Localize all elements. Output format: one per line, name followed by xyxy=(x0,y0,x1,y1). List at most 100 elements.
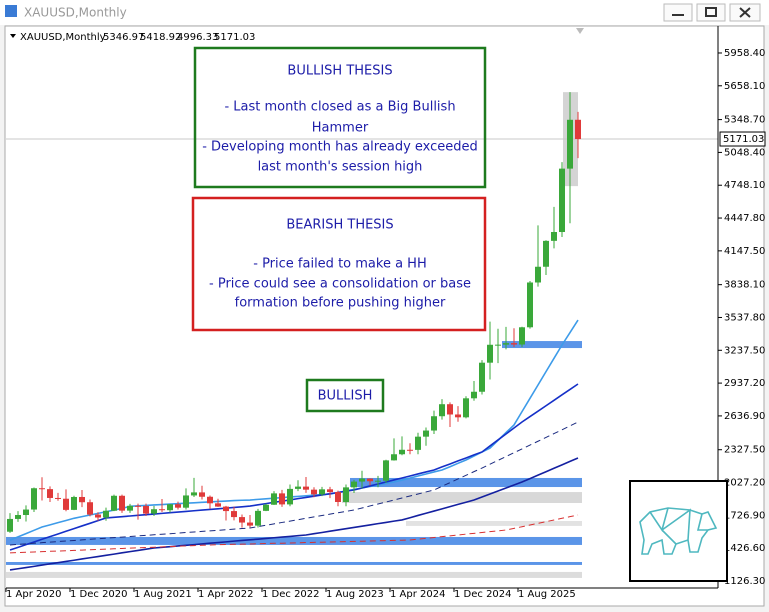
x-tick-label: 1 Dec 2022 xyxy=(262,589,320,600)
candle-body xyxy=(335,492,341,503)
candle-body xyxy=(111,495,117,511)
candle-body xyxy=(423,430,429,437)
maximize-icon xyxy=(705,7,717,17)
annotation-line: - Developing month has already exceeded xyxy=(202,140,478,155)
zone xyxy=(342,492,582,503)
candle-body xyxy=(439,404,445,417)
candle-body xyxy=(151,509,157,514)
candle-body xyxy=(103,510,109,518)
candle-body xyxy=(503,343,509,345)
y-tick-label: 2027.20 xyxy=(724,478,765,489)
candle-body xyxy=(399,449,405,455)
candle-body xyxy=(407,449,413,451)
annotation-title: BULLISH THESIS xyxy=(287,64,392,79)
candle-body xyxy=(487,344,493,363)
candle-body xyxy=(215,503,221,507)
y-tick-label: 4748.10 xyxy=(724,180,765,191)
candle-body xyxy=(95,514,101,518)
candle-body xyxy=(239,517,245,523)
x-tick-label: 1 Dec 2020 xyxy=(70,589,128,600)
candle-body xyxy=(175,504,181,508)
candle-body xyxy=(463,398,469,418)
zone xyxy=(350,477,582,488)
candle-body xyxy=(135,505,141,507)
candle-body xyxy=(351,481,357,488)
candle-body xyxy=(183,495,189,508)
minimize-button[interactable] xyxy=(663,3,693,22)
zone xyxy=(6,561,582,565)
zone xyxy=(406,521,582,526)
y-tick-label: 5658.10 xyxy=(724,81,765,92)
x-tick-label: 1 Dec 2024 xyxy=(454,589,512,600)
candle-body xyxy=(303,486,309,490)
y-tick-label: 1126.30 xyxy=(724,576,765,587)
y-tick-label: 5348.70 xyxy=(724,115,765,126)
x-tick-label: 1 Apr 2024 xyxy=(390,589,445,600)
candle-body xyxy=(383,460,389,481)
candle-body xyxy=(527,282,533,328)
candle-body xyxy=(191,492,197,496)
candle-body xyxy=(79,496,85,503)
bear-logo xyxy=(629,480,728,582)
candle-body xyxy=(63,498,69,510)
candle-body xyxy=(55,497,61,499)
y-tick-label: 3237.50 xyxy=(724,345,765,356)
annotation-line: Hammer xyxy=(312,121,369,136)
candle-body xyxy=(207,496,213,504)
moving-average xyxy=(9,383,579,551)
bullish-thesis-box xyxy=(193,46,487,189)
bearish-thesis-box xyxy=(191,196,487,332)
candle-body xyxy=(543,240,549,267)
candle-body xyxy=(479,362,485,392)
candle-body xyxy=(159,509,165,511)
candle-body xyxy=(279,493,285,505)
candle-body xyxy=(15,515,21,519)
candle-body xyxy=(431,416,437,431)
y-tick-label: 1426.60 xyxy=(724,543,765,554)
candle-body xyxy=(567,119,573,169)
header-low: 4996.33 xyxy=(177,32,218,43)
candle-body xyxy=(287,488,293,505)
price-label-box xyxy=(719,131,766,147)
candle-body xyxy=(247,522,253,526)
y-tick-label: 5958.40 xyxy=(724,48,765,59)
annotation-title: BEARISH THESIS xyxy=(286,218,393,233)
maximize-button[interactable] xyxy=(696,3,726,22)
annotation-label: BULLISH xyxy=(318,389,373,404)
annotation-line: - Price could see a consolidation or bas… xyxy=(209,277,471,292)
candle-body xyxy=(559,168,565,233)
y-tick-label: 4147.50 xyxy=(724,246,765,257)
header-high: 5418.92 xyxy=(140,32,181,43)
y-tick-label: 3838.10 xyxy=(724,280,765,291)
x-tick-label: 1 Apr 2022 xyxy=(198,589,253,600)
candle-body xyxy=(327,489,333,493)
x-tick-label: 1 Aug 2023 xyxy=(326,589,384,600)
candle-body xyxy=(519,327,525,345)
x-tick-label: 1 Aug 2025 xyxy=(518,589,576,600)
window-icon xyxy=(5,5,17,17)
annotation-line: - Last month closed as a Big Bullish xyxy=(224,100,455,115)
candle-body xyxy=(295,486,301,489)
candle-body xyxy=(535,266,541,283)
zone xyxy=(6,571,582,578)
header-close: 5171.03 xyxy=(214,32,255,43)
moving-average xyxy=(9,457,579,571)
y-tick-label: 4447.80 xyxy=(724,213,765,224)
close-icon xyxy=(739,7,751,18)
y-tick-label: 1726.90 xyxy=(724,510,765,521)
y-tick-label: 2636.90 xyxy=(724,411,765,422)
header-arrow xyxy=(10,34,16,38)
title-bar xyxy=(0,0,769,25)
candle-body xyxy=(319,489,325,495)
y-tick-label: 5048.40 xyxy=(724,147,765,158)
bullish-box xyxy=(305,378,385,413)
candle-body xyxy=(47,489,53,498)
candle-body xyxy=(255,510,261,526)
y-tick-label: 2327.50 xyxy=(724,445,765,456)
x-tick-label: 1 Apr 2020 xyxy=(6,589,61,600)
price-label: 5171.03 xyxy=(723,134,764,145)
annotation-line: formation before pushing higher xyxy=(235,296,446,311)
candle-body xyxy=(167,504,173,511)
